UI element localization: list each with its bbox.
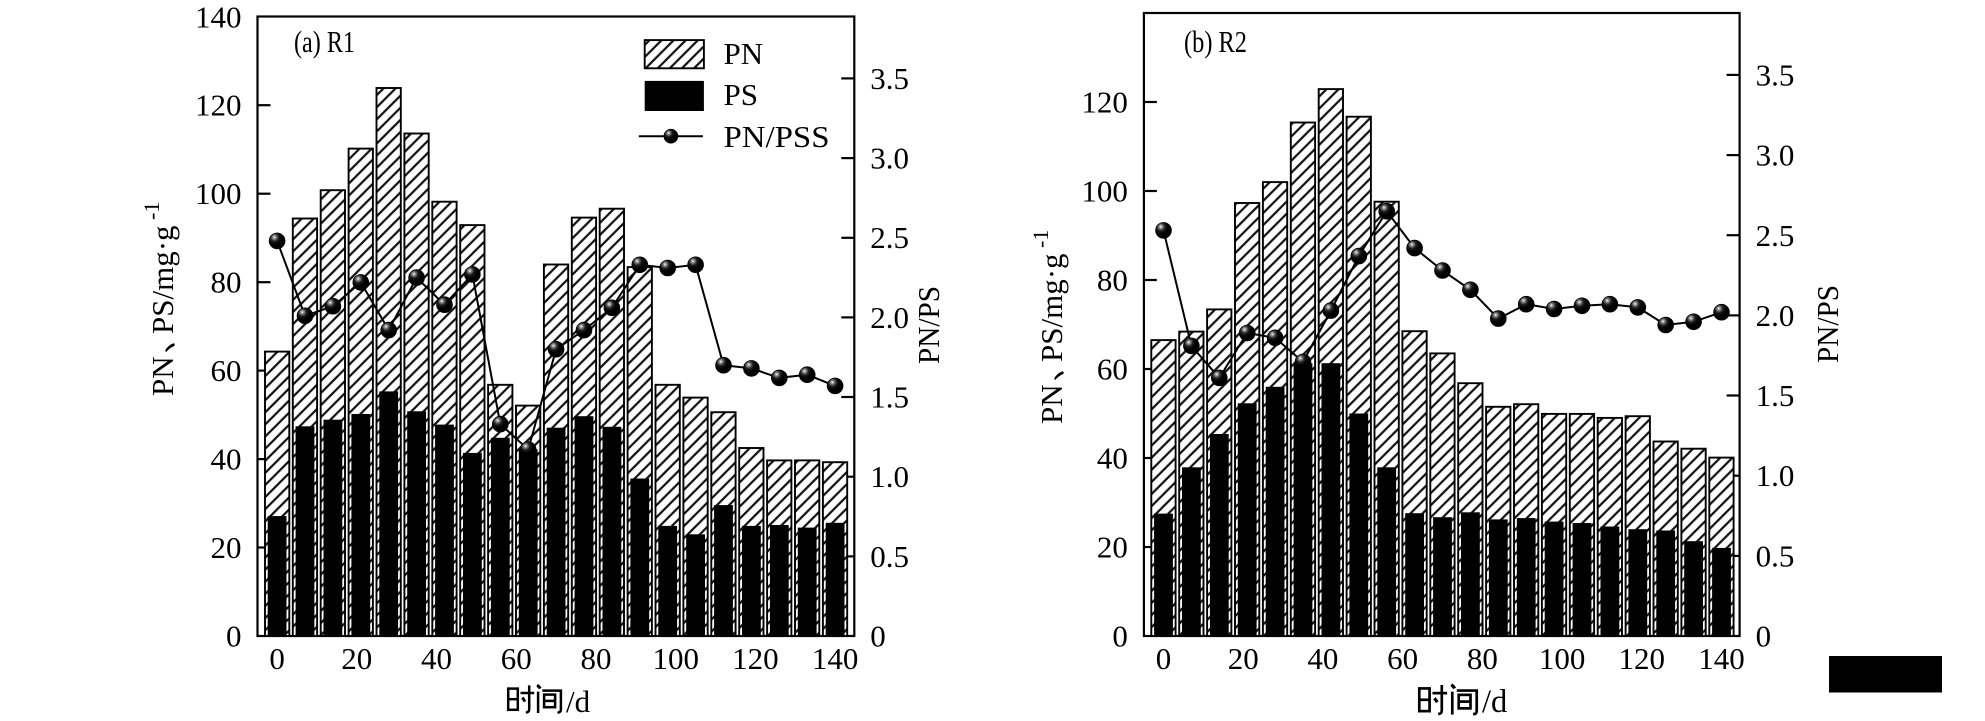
svg-text:80: 80 bbox=[581, 641, 612, 676]
svg-text:0: 0 bbox=[870, 619, 886, 654]
svg-text:1.5: 1.5 bbox=[1756, 378, 1795, 413]
svg-text:20: 20 bbox=[211, 530, 242, 565]
svg-text:-1: -1 bbox=[1028, 230, 1053, 248]
svg-text:3.0: 3.0 bbox=[1756, 138, 1795, 173]
svg-text:PS/mg·g: PS/mg·g bbox=[145, 225, 180, 334]
svg-text:0.5: 0.5 bbox=[1756, 538, 1795, 573]
svg-text:/d: /d bbox=[566, 684, 591, 719]
svg-text:60: 60 bbox=[1097, 352, 1128, 387]
svg-text:20: 20 bbox=[1097, 530, 1128, 565]
svg-text:PN/PSS: PN/PSS bbox=[724, 119, 830, 154]
svg-text:PN: PN bbox=[145, 356, 180, 396]
svg-text:100: 100 bbox=[1081, 174, 1128, 209]
svg-text:60: 60 bbox=[501, 641, 532, 676]
svg-text:100: 100 bbox=[1539, 641, 1586, 676]
svg-text:120: 120 bbox=[732, 641, 779, 676]
svg-text:-1: -1 bbox=[139, 202, 164, 220]
svg-text:1.0: 1.0 bbox=[1756, 458, 1795, 493]
svg-text:PS/mg·g: PS/mg·g bbox=[1034, 253, 1069, 362]
svg-text:/d: /d bbox=[1482, 684, 1507, 720]
svg-text:40: 40 bbox=[1097, 441, 1128, 476]
svg-text:0: 0 bbox=[1112, 619, 1128, 654]
svg-text:1.5: 1.5 bbox=[870, 380, 909, 415]
svg-text:80: 80 bbox=[1467, 641, 1498, 676]
svg-text:3.0: 3.0 bbox=[870, 141, 909, 176]
svg-text:PN: PN bbox=[724, 36, 764, 71]
svg-text:2.5: 2.5 bbox=[870, 220, 909, 255]
svg-text:60: 60 bbox=[211, 353, 242, 388]
svg-text:3.5: 3.5 bbox=[870, 61, 909, 96]
svg-text:0: 0 bbox=[1756, 619, 1772, 654]
svg-text:2.5: 2.5 bbox=[1756, 218, 1795, 253]
svg-text:2.0: 2.0 bbox=[1756, 298, 1795, 333]
svg-text:PN/PS: PN/PS bbox=[911, 286, 946, 364]
svg-text:0: 0 bbox=[269, 641, 285, 676]
svg-text:40: 40 bbox=[1307, 641, 1338, 676]
svg-text:0: 0 bbox=[1156, 641, 1172, 676]
svg-text:20: 20 bbox=[1228, 641, 1259, 676]
svg-text:PS: PS bbox=[724, 77, 758, 112]
svg-text:140: 140 bbox=[812, 641, 859, 676]
svg-text:120: 120 bbox=[1619, 641, 1666, 676]
svg-text:PN/PS: PN/PS bbox=[1810, 285, 1845, 363]
svg-text:100: 100 bbox=[195, 176, 242, 211]
svg-text:60: 60 bbox=[1387, 641, 1418, 676]
svg-text:1.0: 1.0 bbox=[870, 459, 909, 494]
svg-text:140: 140 bbox=[195, 0, 242, 34]
svg-text:3.5: 3.5 bbox=[1756, 57, 1795, 92]
svg-text:120: 120 bbox=[195, 88, 242, 123]
svg-text:0: 0 bbox=[226, 619, 242, 654]
svg-text:(a) R1: (a) R1 bbox=[294, 24, 355, 59]
svg-text:2.0: 2.0 bbox=[870, 300, 909, 335]
svg-text:40: 40 bbox=[211, 442, 242, 477]
svg-text:140: 140 bbox=[1698, 641, 1745, 676]
svg-text:PN: PN bbox=[1034, 384, 1069, 424]
svg-text:40: 40 bbox=[421, 641, 452, 676]
svg-text:0.5: 0.5 bbox=[870, 539, 909, 574]
svg-text:80: 80 bbox=[211, 265, 242, 300]
svg-text:120: 120 bbox=[1081, 85, 1128, 120]
svg-text:100: 100 bbox=[652, 641, 699, 676]
svg-text:(b) R2: (b) R2 bbox=[1184, 24, 1247, 59]
svg-text:80: 80 bbox=[1097, 263, 1128, 298]
svg-text:20: 20 bbox=[341, 641, 372, 676]
